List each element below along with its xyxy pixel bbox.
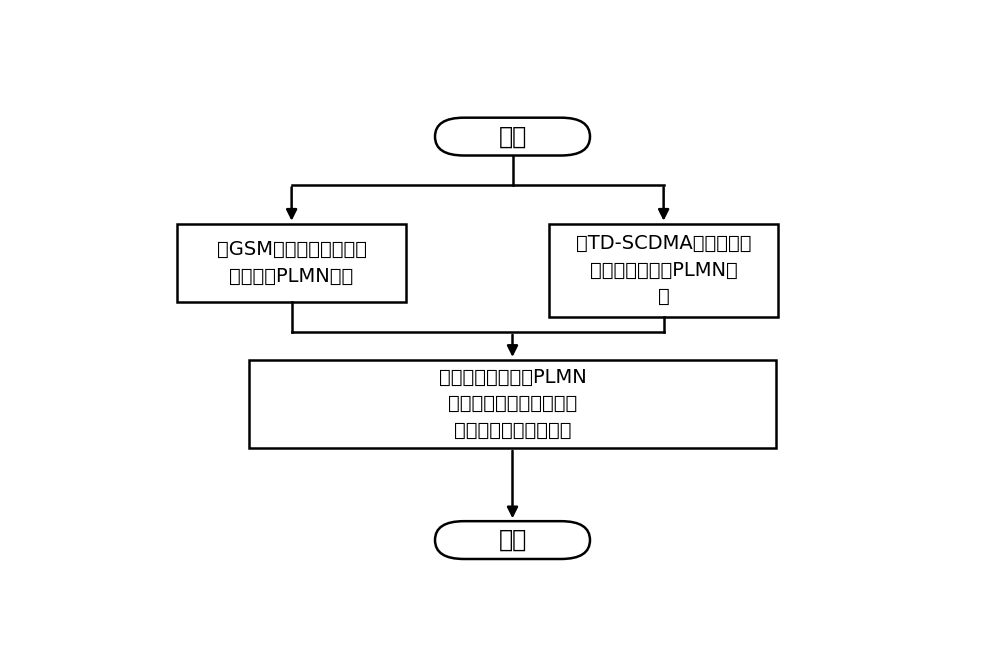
FancyBboxPatch shape (435, 521, 590, 559)
Bar (177, 223, 406, 302)
FancyBboxPatch shape (435, 118, 590, 155)
Bar (249, 360, 776, 448)
Text: 在TD-SCDMA下全频搜索
含有小区覆盖的PLMN列
表: 在TD-SCDMA下全频搜索 含有小区覆盖的PLMN列 表 (576, 234, 751, 307)
Text: 在GSM下全频搜索含有小
区覆盖的PLMN列表: 在GSM下全频搜索含有小 区覆盖的PLMN列表 (217, 240, 367, 286)
Text: 结束: 结束 (498, 528, 527, 552)
Text: 开始: 开始 (498, 124, 527, 149)
Text: 根据搜索结果，对PLMN
和网络系统的组合进行优
先级排序，供用户选择: 根据搜索结果，对PLMN 和网络系统的组合进行优 先级排序，供用户选择 (439, 368, 586, 440)
Bar (549, 223, 778, 317)
